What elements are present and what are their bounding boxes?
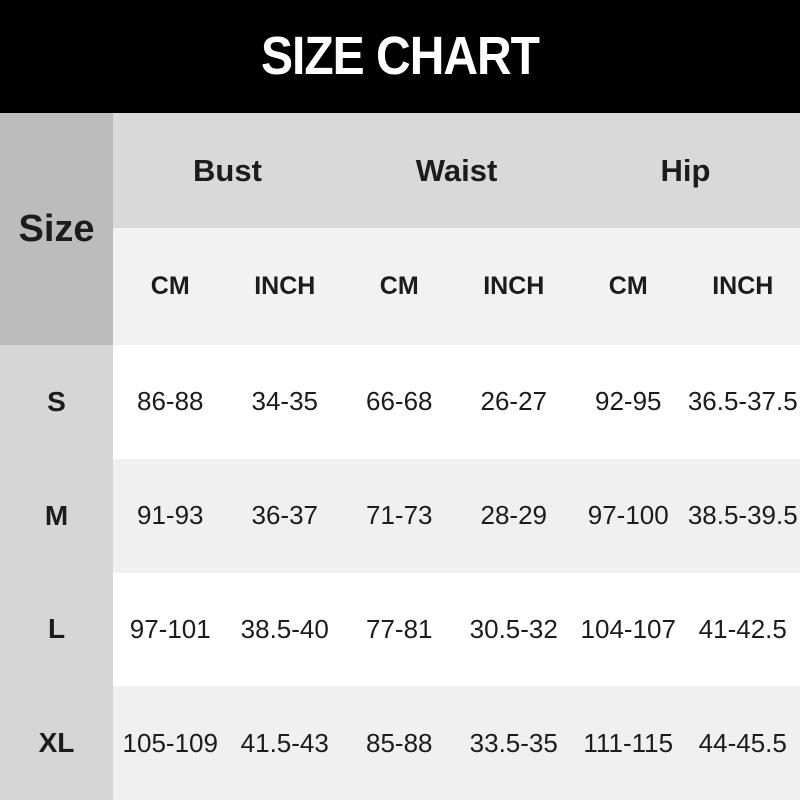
cell-l-bust-cm: 97-101 bbox=[113, 572, 228, 687]
cell-l-hip-inch: 41-42.5 bbox=[685, 572, 800, 687]
cell-m-waist-cm: 71-73 bbox=[342, 458, 457, 573]
cell-s-waist-cm: 66-68 bbox=[342, 345, 457, 459]
column-group-waist: Waist bbox=[342, 113, 571, 228]
cell-l-waist-inch: 30.5-32 bbox=[456, 572, 571, 687]
cell-xl-bust-inch: 41.5-43 bbox=[227, 686, 342, 800]
size-chart-table: Size Bust Waist Hip CM INCH CM INCH CM I… bbox=[0, 113, 800, 800]
cell-m-bust-cm: 91-93 bbox=[113, 458, 228, 573]
cell-xl-hip-inch: 44-45.5 bbox=[685, 686, 800, 800]
cell-s-hip-cm: 92-95 bbox=[571, 345, 686, 459]
cell-xl-waist-inch: 33.5-35 bbox=[456, 686, 571, 800]
page-title: SIZE CHART bbox=[261, 26, 540, 87]
unit-header-waist-inch: INCH bbox=[456, 228, 571, 345]
row-label-s: S bbox=[0, 345, 113, 459]
row-label-m: M bbox=[0, 458, 113, 573]
cell-m-hip-cm: 97-100 bbox=[571, 458, 686, 573]
unit-header-bust-inch: INCH bbox=[227, 228, 342, 345]
cell-m-bust-inch: 36-37 bbox=[227, 458, 342, 573]
cell-s-bust-cm: 86-88 bbox=[113, 345, 228, 459]
cell-l-waist-cm: 77-81 bbox=[342, 572, 457, 687]
cell-xl-bust-cm: 105-109 bbox=[113, 686, 228, 800]
unit-header-waist-cm: CM bbox=[342, 228, 457, 345]
row-label-xl: XL bbox=[0, 686, 113, 800]
size-corner-header: Size bbox=[0, 113, 113, 345]
cell-xl-waist-cm: 85-88 bbox=[342, 686, 457, 800]
unit-header-hip-cm: CM bbox=[571, 228, 686, 345]
title-banner: SIZE CHART bbox=[0, 0, 800, 113]
cell-m-hip-inch: 38.5-39.5 bbox=[685, 458, 800, 573]
cell-s-hip-inch: 36.5-37.5 bbox=[685, 345, 800, 459]
column-group-hip: Hip bbox=[571, 113, 800, 228]
column-group-bust: Bust bbox=[113, 113, 342, 228]
row-label-l: L bbox=[0, 572, 113, 687]
cell-l-hip-cm: 104-107 bbox=[571, 572, 686, 687]
unit-header-hip-inch: INCH bbox=[685, 228, 800, 345]
cell-m-waist-inch: 28-29 bbox=[456, 458, 571, 573]
cell-s-waist-inch: 26-27 bbox=[456, 345, 571, 459]
cell-s-bust-inch: 34-35 bbox=[227, 345, 342, 459]
cell-l-bust-inch: 38.5-40 bbox=[227, 572, 342, 687]
cell-xl-hip-cm: 111-115 bbox=[571, 686, 686, 800]
unit-header-bust-cm: CM bbox=[113, 228, 228, 345]
